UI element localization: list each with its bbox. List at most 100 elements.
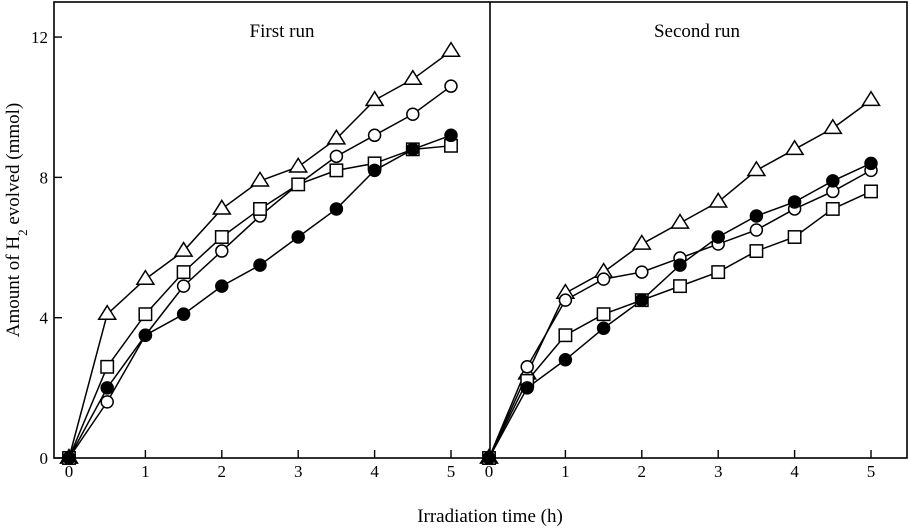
data-point-open-circle xyxy=(749,223,764,237)
data-point-triangle xyxy=(135,269,156,285)
data-point-square xyxy=(825,202,840,216)
series-line-square-open xyxy=(68,145,452,459)
x-tick-label: 2 xyxy=(638,462,647,481)
series-line-square-open xyxy=(488,190,872,459)
data-point-filled-circle xyxy=(62,451,76,465)
data-point-square xyxy=(749,244,764,258)
data-point-filled-circle xyxy=(444,128,458,143)
data-point-open-circle xyxy=(558,293,573,307)
x-tick-label: 5 xyxy=(867,462,876,481)
data-point-open-circle xyxy=(329,149,344,164)
data-point-triangle xyxy=(784,139,805,156)
data-point-filled-circle xyxy=(826,174,840,188)
y-tick-label: 12 xyxy=(31,28,48,47)
x-tick-label: 1 xyxy=(561,462,570,481)
x-tick-label: 5 xyxy=(447,462,456,481)
data-point-square xyxy=(253,202,267,216)
data-point-triangle xyxy=(402,69,423,86)
data-point-open-circle xyxy=(406,107,420,121)
data-point-filled-circle xyxy=(635,293,649,307)
series-markers-circle-filled xyxy=(62,128,458,465)
y-tick-label: 4 xyxy=(40,309,49,328)
data-point-triangle xyxy=(441,41,461,57)
data-point-open-circle xyxy=(444,79,458,93)
x-tick-label: 0 xyxy=(485,462,494,481)
data-point-open-circle xyxy=(635,265,649,279)
panel-title-second-run: Second run xyxy=(654,21,741,42)
data-point-triangle xyxy=(822,118,843,135)
data-point-open-circle xyxy=(596,272,611,286)
data-point-open-circle xyxy=(100,395,114,409)
data-point-triangle xyxy=(631,234,652,250)
data-point-filled-circle xyxy=(176,307,191,321)
data-point-square xyxy=(711,265,726,280)
data-point-filled-circle xyxy=(558,353,573,367)
y-tick-label: 0 xyxy=(40,449,49,468)
series-markers-circle-open xyxy=(62,79,458,465)
data-point-square xyxy=(596,307,611,322)
data-point-filled-circle xyxy=(864,156,878,171)
data-point-filled-circle xyxy=(329,202,344,216)
data-point-filled-circle xyxy=(253,258,267,272)
data-point-triangle xyxy=(708,192,729,208)
data-point-filled-circle xyxy=(520,381,534,395)
x-tick-label: 4 xyxy=(790,462,799,481)
panel-title-first-run: First run xyxy=(250,21,315,42)
plot-border xyxy=(53,1,908,459)
series-line-circle-open xyxy=(68,85,452,459)
data-point-square xyxy=(291,177,306,192)
data-point-triangle xyxy=(326,128,347,145)
data-point-filled-circle xyxy=(367,163,382,178)
series-line-triangle-open xyxy=(488,99,872,459)
x-tick-label: 1 xyxy=(141,462,150,481)
data-point-filled-circle xyxy=(100,381,114,395)
data-point-filled-circle xyxy=(711,230,725,244)
data-point-open-circle xyxy=(367,128,382,143)
data-point-square xyxy=(558,328,573,343)
data-point-open-circle xyxy=(176,279,191,293)
data-point-triangle xyxy=(250,170,270,187)
data-point-filled-circle xyxy=(138,328,153,342)
data-point-filled-circle xyxy=(215,279,229,293)
data-point-square xyxy=(176,265,191,280)
x-tick-label: 4 xyxy=(370,462,379,481)
series-layer xyxy=(59,41,881,465)
data-point-square xyxy=(214,230,229,244)
y-tick-label: 8 xyxy=(40,168,49,187)
y-axis-title-prefix: Amount of H xyxy=(3,236,24,338)
y-axis-title: Amount of H2 evolved (mmol) xyxy=(3,103,30,337)
x-tick-label: 3 xyxy=(294,462,303,481)
series-markers-circle-open xyxy=(482,163,878,465)
data-point-square xyxy=(329,163,344,178)
data-point-filled-circle xyxy=(673,258,687,272)
panel-1-series xyxy=(59,41,461,465)
data-point-square xyxy=(673,279,687,294)
x-tick-label: 2 xyxy=(218,462,227,481)
series-markers-circle-filled xyxy=(482,156,878,465)
data-point-triangle xyxy=(97,304,118,321)
data-point-filled-circle xyxy=(749,209,764,223)
data-point-square xyxy=(100,359,115,374)
panel-2-series xyxy=(479,90,881,465)
series-markers-triangle-open xyxy=(59,41,461,464)
data-point-triangle xyxy=(211,199,232,215)
data-point-square xyxy=(864,184,878,199)
x-tick-label: 0 xyxy=(65,462,74,481)
y-axis-title-subscript: 2 xyxy=(15,229,30,236)
data-point-triangle xyxy=(173,241,194,257)
data-point-triangle xyxy=(364,90,385,107)
data-point-square xyxy=(787,230,802,244)
data-point-filled-circle xyxy=(406,142,420,157)
series-markers-triangle-open xyxy=(479,90,881,464)
data-point-filled-circle xyxy=(482,451,496,465)
data-point-open-circle xyxy=(215,244,229,258)
series-markers-square-open xyxy=(62,138,458,465)
data-point-triangle xyxy=(670,213,690,229)
x-tick-label: 3 xyxy=(714,462,723,481)
data-point-filled-circle xyxy=(291,230,305,244)
x-axis-title: Irradiation time (h) xyxy=(417,506,563,527)
plot-frame xyxy=(53,1,908,459)
data-point-filled-circle xyxy=(596,321,611,335)
